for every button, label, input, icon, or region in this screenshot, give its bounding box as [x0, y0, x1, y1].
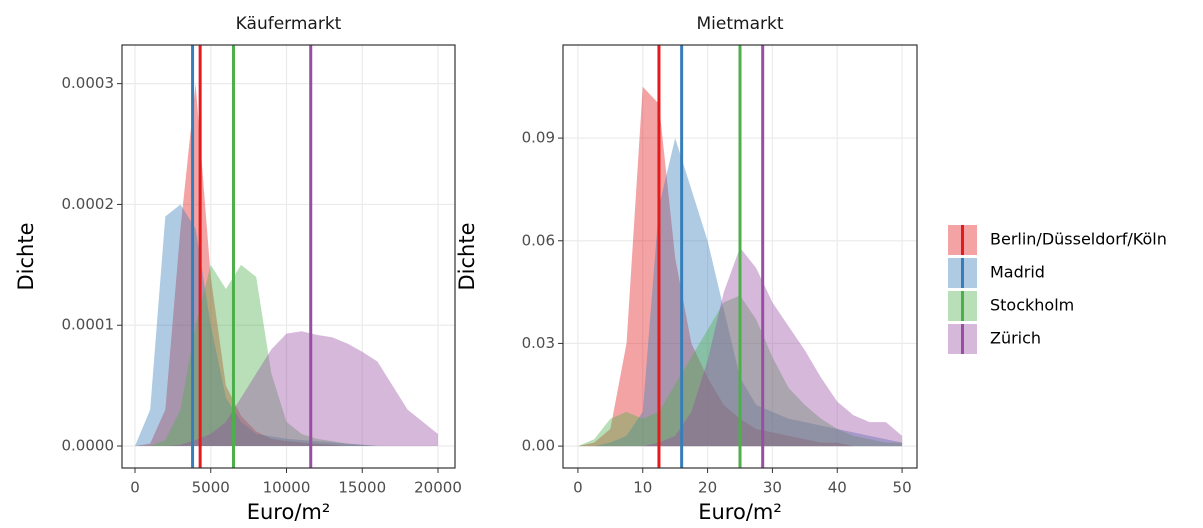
legend-label: Berlin/Düsseldorf/Köln [990, 230, 1167, 249]
x-tick-label: 40 [828, 479, 847, 497]
x-axis-title: Euro/m² [698, 500, 782, 524]
density-area [134, 204, 439, 447]
x-tick-label: 20000 [414, 479, 462, 497]
x-tick-label: 15000 [338, 479, 386, 497]
density-area [134, 264, 439, 447]
y-tick-label: 0.00 [522, 437, 555, 455]
legend-label: Madrid [990, 263, 1045, 282]
panel-title: Mietmarkt [697, 14, 784, 34]
density-area [134, 83, 439, 447]
legend-label: Stockholm [990, 296, 1074, 315]
x-axis-title: Euro/m² [247, 500, 331, 524]
panel-background [122, 45, 455, 468]
y-axis-title: Dichte [455, 222, 479, 290]
x-tick-label: 0 [130, 479, 140, 497]
y-tick-label: 0.0003 [62, 74, 115, 92]
x-tick-label: 50 [893, 479, 912, 497]
y-tick-label: 0.0001 [62, 316, 115, 334]
x-tick-label: 10 [633, 479, 652, 497]
x-tick-label: 5000 [192, 479, 230, 497]
density-area [134, 331, 439, 447]
panel-border [562, 44, 918, 469]
panel-title: Käufermarkt [236, 14, 342, 34]
y-axis-title: Dichte [14, 222, 38, 290]
y-tick-label: 0.09 [522, 129, 555, 147]
y-tick-label: 0.0000 [62, 437, 115, 455]
y-tick-label: 0.03 [522, 334, 555, 352]
x-tick-label: 20 [698, 479, 717, 497]
x-tick-label: 10000 [263, 479, 311, 497]
legend-label: Zürich [990, 329, 1041, 348]
panel-border [121, 44, 456, 469]
y-tick-label: 0.0002 [62, 195, 115, 213]
x-tick-label: 30 [763, 479, 782, 497]
x-tick-label: 0 [573, 479, 583, 497]
y-tick-label: 0.06 [522, 231, 555, 249]
